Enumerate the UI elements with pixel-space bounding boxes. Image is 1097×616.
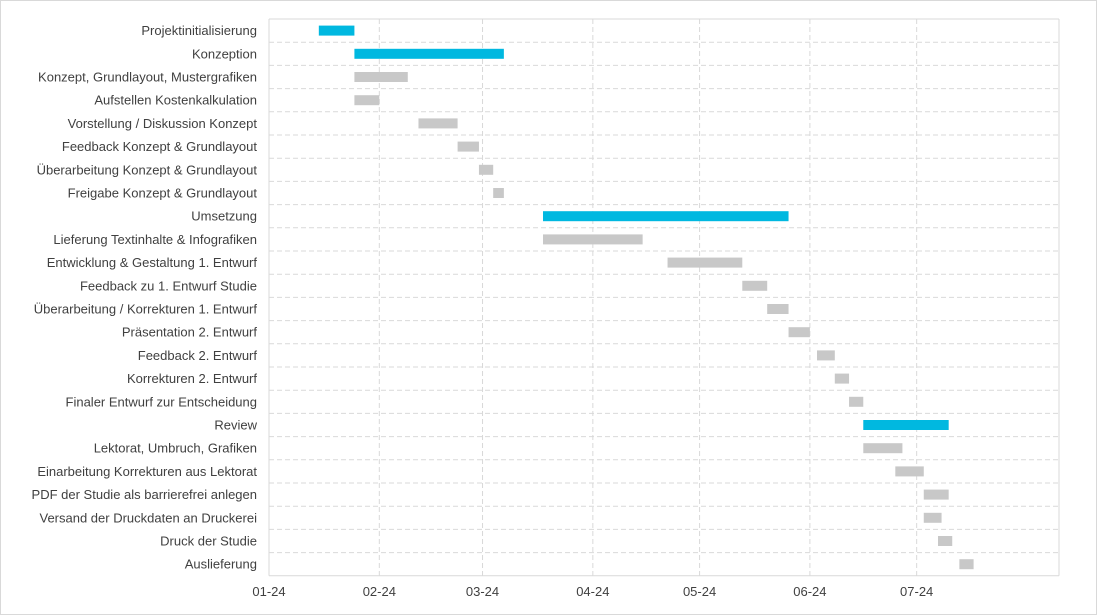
task-bar <box>418 118 458 129</box>
task-label: Umsetzung <box>191 209 257 224</box>
task-label: Versand der Druckdaten an Druckerei <box>39 510 257 525</box>
task-bar <box>923 489 949 500</box>
x-tick-label: 01-24 <box>252 584 285 599</box>
task-label: Freigabe Konzept & Grundlayout <box>68 186 258 201</box>
task-label-layer: Projektinitialisierung Konzeption Konzept,… <box>32 23 258 572</box>
task-bar <box>959 559 974 570</box>
task-bar <box>543 234 643 245</box>
bar-layer <box>318 25 974 570</box>
task-bar <box>923 512 942 523</box>
task-bar <box>938 536 953 546</box>
task-label: Einarbeitung Korrekturen aus Lektorat <box>37 464 257 479</box>
grid-layer <box>268 18 1060 577</box>
x-tick-label: 07-24 <box>900 584 933 599</box>
task-bar <box>849 396 864 407</box>
phase-bar <box>318 25 355 36</box>
task-label: Lektorat, Umbruch, Grafiken <box>94 441 257 456</box>
task-bar <box>863 443 903 454</box>
task-label: Präsentation 2. Entwurf <box>122 325 258 340</box>
task-bar <box>457 141 479 152</box>
task-label: Auslieferung <box>185 557 257 572</box>
task-bar <box>493 188 504 198</box>
task-label: Vorstellung / Diskussion Konzept <box>68 116 258 131</box>
task-label: Feedback 2. Entwurf <box>138 348 258 363</box>
task-label: Druck der Studie <box>160 534 257 549</box>
x-tick-label: 03-24 <box>466 584 499 599</box>
phase-bar <box>863 420 949 430</box>
task-label: Korrekturen 2. Entwurf <box>127 371 257 386</box>
phase-bar <box>354 48 504 59</box>
task-label: Lieferung Textinhalte & Infografiken <box>53 232 257 247</box>
task-label: Konzeption <box>192 46 257 61</box>
task-bar <box>834 373 850 384</box>
task-label: Feedback zu 1. Entwurf Studie <box>80 278 257 293</box>
x-tick-label: 06-24 <box>793 584 826 599</box>
task-bar <box>478 164 494 175</box>
task-label: Konzept, Grundlayout, Mustergrafiken <box>38 70 257 85</box>
task-label: Überarbeitung Konzept & Grundlayout <box>37 162 258 177</box>
task-label: Projektinitialisierung <box>141 23 257 38</box>
task-label: Feedback Konzept & Grundlayout <box>62 139 258 154</box>
task-bar <box>667 257 743 268</box>
task-label: Aufstellen Kostenkalkulation <box>94 93 257 108</box>
x-axis-tick-layer: 01-24 02-24 03-24 04-24 05-24 06-24 07-24 <box>252 584 933 599</box>
phase-bar <box>543 211 789 222</box>
task-label: Entwicklung & Gestaltung 1. Entwurf <box>47 255 258 270</box>
task-bar <box>354 95 380 106</box>
task-label: PDF der Studie als barrierefrei anlegen <box>32 487 257 502</box>
task-bar <box>767 304 789 314</box>
x-tick-label: 05-24 <box>683 584 716 599</box>
task-label: Review <box>214 418 257 433</box>
task-bar <box>895 466 924 477</box>
task-bar <box>817 350 835 361</box>
task-label: Überarbeitung / Korrekturen 1. Entwurf <box>34 302 258 317</box>
task-bar <box>354 72 408 82</box>
task-bar <box>788 327 810 338</box>
task-label: Finaler Entwurf zur Entscheidung <box>66 394 257 409</box>
task-bar <box>742 280 768 291</box>
x-tick-label: 04-24 <box>576 584 609 599</box>
x-tick-label: 02-24 <box>363 584 396 599</box>
